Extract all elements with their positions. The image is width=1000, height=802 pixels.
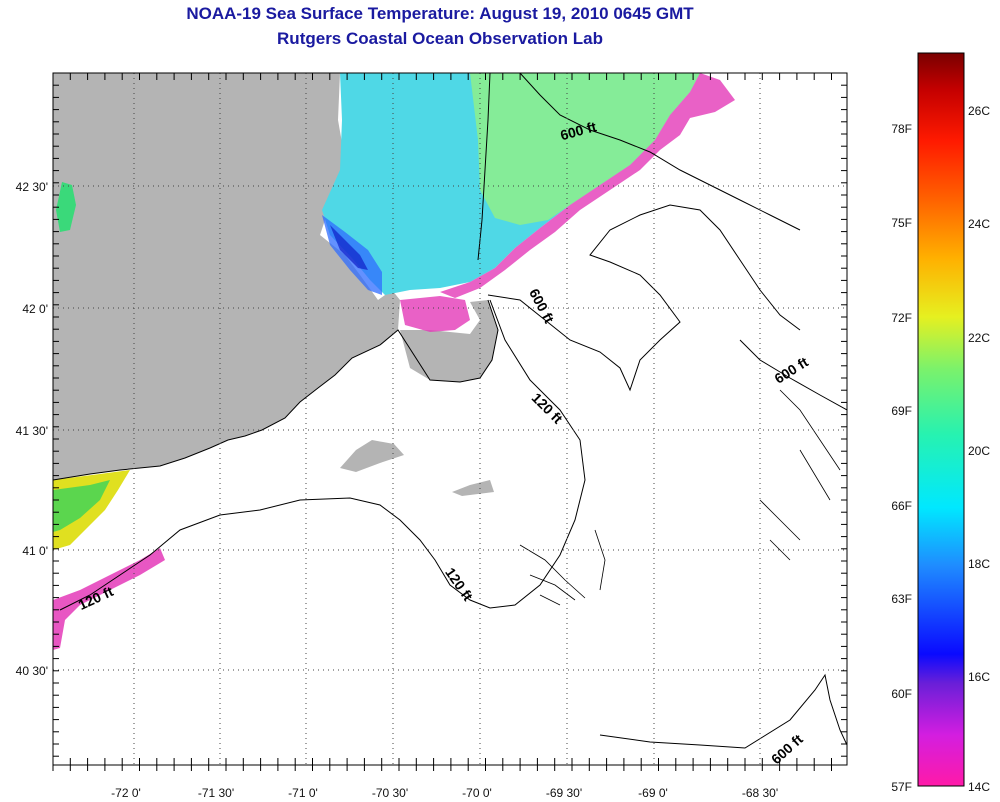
colorbar-celsius-labels: 26C 24C 22C 20C 18C 16C 14C: [968, 104, 990, 794]
colorbar-f-label: 57F: [891, 780, 912, 794]
colorbar-f-label: 63F: [891, 592, 912, 606]
coastline: [53, 299, 499, 481]
colorbar-c-label: 14C: [968, 780, 990, 794]
sst-west-patch-green: [53, 480, 110, 532]
lon-label: -70 30': [372, 786, 408, 800]
land-nantucket: [452, 480, 494, 496]
shoals: [519, 389, 841, 606]
lat-label: 42 0': [22, 302, 48, 316]
lat-label: 40 30': [16, 664, 48, 678]
colorbar-fahrenheit-labels: 78F 75F 72F 69F 66F 63F 60F 57F: [891, 122, 912, 794]
sst-water-green: [470, 73, 700, 225]
map-subtitle: Rutgers Coastal Ocean Observation Lab: [277, 29, 603, 48]
lon-label: -72 0': [111, 786, 141, 800]
contour-120ft: [59, 299, 586, 611]
contour-600ft-south: [599, 673, 847, 749]
land-cape-cod: [400, 300, 498, 382]
colorbar-c-label: 18C: [968, 557, 990, 571]
land-marthas-vineyard: [340, 440, 404, 472]
frame-ticks: [52, 72, 847, 771]
sst-west-magenta: [53, 548, 165, 650]
map-frame: [52, 72, 848, 766]
lon-label: -68 30': [742, 786, 778, 800]
sst-cape-magenta: [400, 296, 470, 332]
colorbar: [917, 52, 965, 787]
sst-water-dark: [330, 225, 368, 270]
colorbar-f-label: 60F: [891, 687, 912, 701]
colorbar-f-label: 69F: [891, 404, 912, 418]
lon-label: -69 0': [638, 786, 668, 800]
lat-label: 41 30': [16, 424, 48, 438]
contour-600ft-mid: [487, 204, 801, 392]
latitude-labels: 42 30' 42 0' 41 30' 41 0' 40 30': [16, 180, 48, 678]
contour-600ft-ne: [739, 339, 847, 411]
colorbar-f-label: 78F: [891, 122, 912, 136]
lat-label: 41 0': [22, 544, 48, 558]
colorbar-f-label: 66F: [891, 499, 912, 513]
contour-100km: [477, 73, 491, 261]
land-mainland: [53, 73, 400, 480]
colorbar-f-label: 72F: [891, 311, 912, 325]
colorbar-c-label: 26C: [968, 104, 990, 118]
lon-label: -70 0': [462, 786, 492, 800]
lon-label: -69 30': [546, 786, 582, 800]
lon-label: -71 30': [198, 786, 234, 800]
colorbar-c-label: 20C: [968, 444, 990, 458]
lat-label: 42 30': [16, 180, 48, 194]
colorbar-c-label: 24C: [968, 217, 990, 231]
graticule: [53, 73, 847, 765]
contour-600ft-north: [519, 73, 801, 231]
colorbar-f-label: 75F: [891, 216, 912, 230]
sst-edge-magenta: [440, 73, 735, 298]
longitude-labels: -72 0' -71 30' -71 0' -70 30' -70 0' -69…: [111, 786, 778, 800]
sst-nw-fragment: [56, 182, 76, 232]
map-title: NOAA-19 Sea Surface Temperature: August …: [186, 4, 694, 23]
colorbar-c-label: 22C: [968, 331, 990, 345]
colorbar-c-label: 16C: [968, 670, 990, 684]
lon-label: -71 0': [288, 786, 318, 800]
